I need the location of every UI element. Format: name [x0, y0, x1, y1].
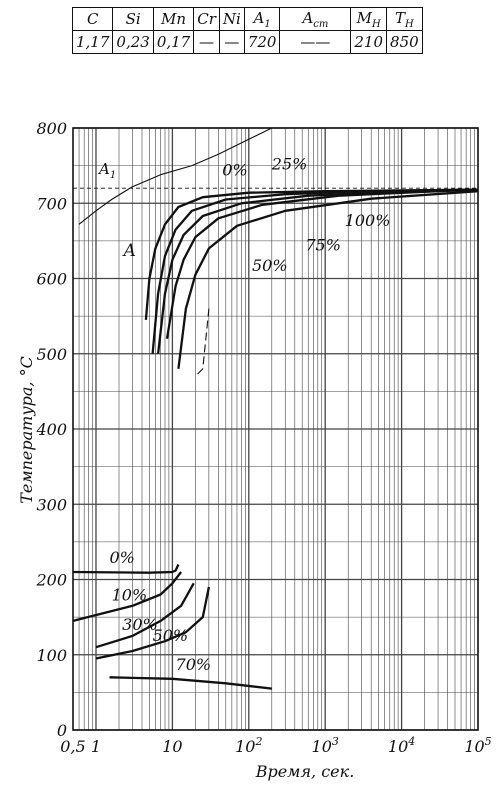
curve-label: 10% [112, 586, 148, 605]
composition-header-0: C [71, 7, 114, 31]
x-tick-label: 102 [235, 735, 262, 756]
series-50% [144, 188, 479, 320]
y-tick-label: 500 [36, 345, 67, 364]
composition-value-3: — [193, 30, 220, 54]
series-0% [78, 127, 273, 225]
series-0%-lower [72, 564, 180, 574]
y-tick-label: 600 [36, 270, 67, 289]
series-100% [156, 188, 479, 354]
curve-label: 25% [271, 154, 308, 173]
x-axis-label: Время, сек. [255, 762, 355, 781]
y-tick-label: 800 [36, 119, 67, 138]
curve-label: 100% [345, 211, 391, 230]
y-axis-label: Температура, °С [17, 356, 36, 504]
composition-value-7: 210 [350, 30, 388, 54]
composition-value-2: 0,17 [152, 30, 195, 54]
composition-value-8: 850 [386, 30, 423, 54]
reference-label-A1: A1 [97, 160, 116, 181]
x-tick-label: 103 [312, 735, 339, 756]
series-75% [151, 188, 479, 354]
major-grid [72, 127, 479, 731]
series-10% [72, 571, 183, 623]
y-tick-label: 100 [36, 646, 67, 665]
composition-header-row: C Si Mn Cr Ni A1 Acm MH TH [71, 7, 423, 31]
curve-label: 50% [252, 256, 288, 275]
composition-header-2: Mn [152, 7, 195, 31]
series-25% [195, 308, 210, 377]
composition-value-4: — [218, 30, 245, 54]
composition-value-6: —— [279, 30, 352, 54]
curve-label: 0% [222, 160, 247, 179]
axis-ticks: 0 100 200 300 400 500 600 700 800 0,5 1 10 102 103 104… [35, 119, 491, 756]
x-tick-label: 105 [464, 735, 491, 756]
composition-table: C Si Mn Cr Ni A1 Acm MH TH 1,17 0,23 0,17— —720 —— 21… [71, 7, 423, 54]
curve-label: 50% [153, 626, 189, 645]
curve-labels: 0% 25%100%75%50%0%10%30%50%70% [109, 154, 390, 673]
x-tick-label: 0,5 [60, 737, 85, 756]
region-label: A [122, 241, 136, 261]
plot-frame [72, 127, 479, 731]
y-tick-label: 400 [35, 420, 67, 439]
y-tick-label: 300 [36, 495, 67, 514]
curve-label: 70% [176, 655, 212, 674]
composition-value-5: 720 [243, 30, 281, 54]
series-50%-lower [95, 586, 211, 660]
curve-label: 30% [122, 615, 158, 634]
x-tick-label: 1 [91, 737, 101, 756]
x-tick-label: 104 [388, 735, 415, 756]
transformation-curves [72, 127, 479, 690]
composition-header-4: Ni [218, 7, 245, 31]
composition-value-1: 0,23 [112, 30, 154, 54]
series-A1-boundary [165, 188, 479, 339]
reference-lines: A1 A [73, 160, 478, 261]
curve-label: 0% [109, 548, 134, 567]
y-tick-label: 700 [36, 194, 67, 213]
y-tick-label: 200 [35, 571, 67, 590]
y-tick-label: 0 [57, 721, 67, 740]
series-A3-boundary [177, 190, 479, 369]
x-tick-label: 10 [162, 737, 182, 756]
series-30% [95, 582, 195, 649]
curve-label: 75% [305, 236, 341, 255]
composition-header-6: Acm [279, 7, 352, 31]
series-70% [109, 676, 272, 690]
composition-value-row: 1,17 0,23 0,17— —720 —— 210 850 [71, 30, 423, 54]
